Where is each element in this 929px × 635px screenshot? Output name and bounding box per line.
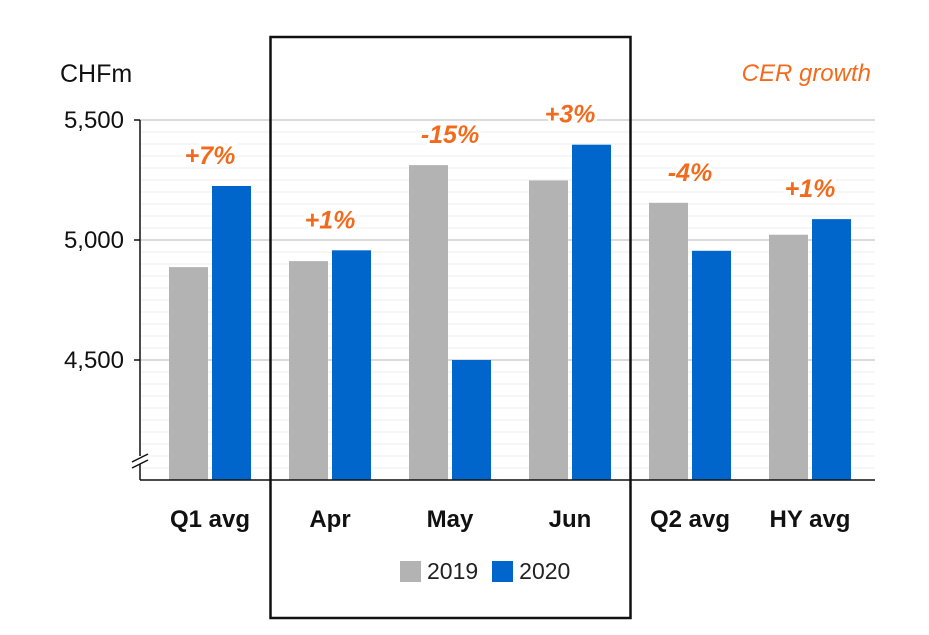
growth-labels: +7% +1% -15% +3% -4% +1% [182, 98, 839, 238]
legend-item-2019: 2019 [400, 558, 478, 585]
growth-label: -4% [668, 159, 712, 187]
y-tick-label: 5,000 [64, 227, 124, 254]
legend-swatch-2020 [492, 561, 514, 582]
legend-item-2020: 2020 [492, 558, 570, 585]
bar-2020-may [452, 360, 491, 480]
growth-label: +7% [185, 142, 236, 170]
growth-label: -15% [421, 121, 479, 149]
category-label: Apr [309, 506, 350, 533]
y-tick-labels: 4,500 5,000 5,500 [64, 107, 124, 374]
bar-2020-apr [332, 250, 371, 480]
legend: 2019 2020 [400, 558, 584, 585]
bar-2019-may [409, 165, 448, 480]
axis-break-mark [131, 453, 149, 463]
axis-break-mark [131, 459, 149, 469]
y-tick-label: 5,500 [64, 107, 124, 134]
category-label: HY avg [770, 506, 851, 533]
growth-label: +1% [305, 206, 356, 234]
growth-label: +3% [545, 101, 596, 129]
category-label: May [427, 506, 474, 533]
bar-2019-apr [289, 261, 328, 480]
legend-swatch-2019 [400, 561, 421, 582]
legend-label-2019: 2019 [427, 558, 479, 584]
bar-2020-jun [572, 144, 611, 480]
category-labels: Q1 avg Apr May Jun Q2 avg HY avg [170, 506, 850, 533]
axis-break-gap [132, 456, 148, 464]
category-label: Q1 avg [170, 506, 250, 533]
y-axis [131, 119, 875, 481]
highlight-box [269, 35, 632, 620]
growth-label: +1% [785, 175, 836, 203]
gridlines [140, 119, 875, 469]
highlight-frame [269, 35, 632, 620]
category-label: Q2 avg [650, 506, 730, 533]
bar-2019-q2-avg [649, 202, 688, 481]
bar-2019-jun [529, 180, 568, 481]
bar-2020-hy-avg [812, 219, 851, 480]
cer-growth-label: CER growth [741, 60, 871, 87]
y-tick-label: 4,500 [64, 347, 124, 374]
category-label: Jun [549, 506, 592, 533]
bar-2020-q2-avg [692, 250, 731, 480]
legend-label-2020: 2020 [519, 558, 571, 584]
bar-2020-q1-avg [212, 186, 251, 480]
bar-2019-q1-avg [169, 267, 208, 480]
bar-2019-hy-avg [769, 234, 808, 480]
unit-label: CHFm [60, 60, 133, 88]
bars [169, 144, 851, 481]
